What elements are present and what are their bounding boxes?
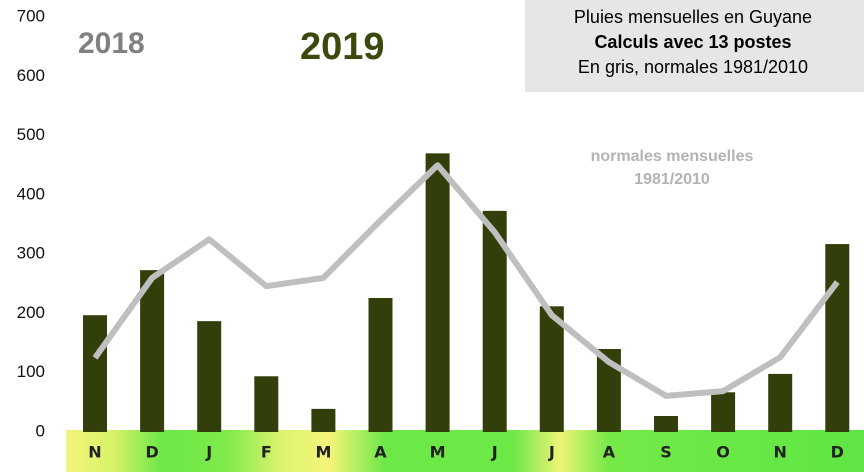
bar xyxy=(311,408,336,432)
y-tick-label: 500 xyxy=(17,125,45,144)
x-tick-label: O xyxy=(716,443,730,462)
x-tick-label: F xyxy=(261,443,272,462)
year-label: 2018 xyxy=(78,27,145,60)
bar xyxy=(140,270,165,432)
y-tick-label: 0 xyxy=(36,421,45,440)
title-line: Calculs avec 13 postes xyxy=(594,32,791,52)
category-strip xyxy=(66,430,864,472)
bar xyxy=(539,306,564,432)
x-tick-label: N xyxy=(774,443,787,462)
bar xyxy=(711,392,736,432)
x-tick-label: A xyxy=(374,443,387,462)
bar xyxy=(197,321,222,432)
bar xyxy=(768,373,793,432)
x-tick-label: A xyxy=(603,443,616,462)
x-tick-label: M xyxy=(315,443,331,462)
y-tick-label: 400 xyxy=(17,184,45,203)
x-tick-label: N xyxy=(88,443,101,462)
title-line: Pluies mensuelles en Guyane xyxy=(574,7,812,27)
bar xyxy=(654,415,678,432)
x-tick-label: J xyxy=(491,443,498,462)
x-tick-label: D xyxy=(831,443,844,462)
y-tick-label: 700 xyxy=(17,6,45,25)
annotation: normales mensuelles xyxy=(591,148,754,165)
x-tick-label: S xyxy=(660,443,672,462)
bar xyxy=(368,298,393,432)
title-line: En gris, normales 1981/2010 xyxy=(578,57,808,77)
x-tick-label: J xyxy=(205,443,212,462)
annotation: 1981/2010 xyxy=(634,171,710,188)
bar xyxy=(83,315,107,432)
x-tick-label: J xyxy=(548,443,555,462)
y-tick-label: 300 xyxy=(17,244,45,263)
bar xyxy=(825,244,850,432)
title-box xyxy=(525,0,864,92)
bar xyxy=(425,153,450,432)
normals-line xyxy=(92,162,840,399)
year-label: 2019 xyxy=(300,26,385,68)
x-tick-label: M xyxy=(430,443,446,462)
y-tick-label: 200 xyxy=(17,303,45,322)
x-tick-label: D xyxy=(145,443,158,462)
bar xyxy=(254,376,279,432)
y-tick-label: 100 xyxy=(17,362,45,381)
y-tick-label: 600 xyxy=(17,66,45,85)
